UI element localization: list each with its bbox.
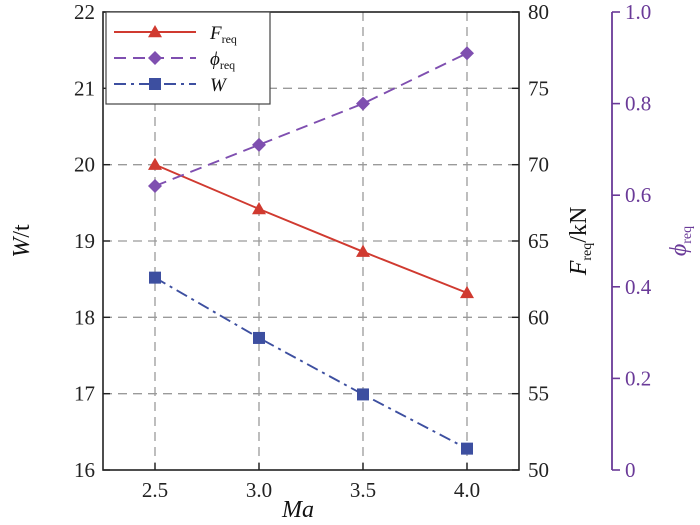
x-axis-title: Ma [281,497,314,523]
right2-tick-label-1: 0.2 [625,366,651,390]
left-tick-label-5: 21 [74,76,95,100]
series-2-point-2 [357,388,369,401]
series-1-point-0 [148,179,162,194]
left-axis-title: W/t [9,224,35,258]
right2-tick-label-0: 0 [625,458,636,482]
series-0-point-2 [356,244,370,257]
legend-box [105,11,271,105]
right-tick-label-2: 60 [528,305,549,329]
right2-tick-label-4: 0.8 [625,92,651,116]
left-tick-label-3: 19 [74,229,95,253]
legend-marker-1 [148,51,162,65]
series-1-point-2 [356,96,370,111]
series-line-0 [154,163,468,294]
right2-tick-label-5: 1.0 [625,0,651,24]
right2-tick-label-3: 0.6 [625,183,651,207]
legend-label-1: ϕreq [210,49,235,72]
series-2-point-1 [253,331,265,344]
right-tick-label-6: 80 [528,0,549,24]
left-tick-label-2: 18 [74,305,95,329]
series-2-point-0 [149,271,161,284]
series-2 [149,271,473,455]
legend-label-0: Freq [209,23,237,46]
x-tick-label-2: 3.5 [350,478,376,502]
series-0 [148,157,474,299]
right-tick-label-3: 65 [528,229,549,253]
right2-tick-label-2: 0.4 [625,275,652,299]
right-axis-title: Freq/kN [566,207,595,277]
legend-marker-2 [149,78,161,90]
right2-axis-title: ϕreq [666,226,695,256]
x-tick-label-0: 2.5 [142,478,168,502]
x-tick-label-3: 4.0 [454,478,480,502]
left-tick-label-0: 16 [74,458,95,482]
x-tick-label-1: 3.0 [246,478,272,502]
left-tick-label-6: 22 [74,0,95,24]
right-tick-label-5: 75 [528,76,549,100]
legend-marker-0 [148,25,162,38]
right-tick-label-0: 50 [528,458,549,482]
series-1 [148,46,474,194]
legend: Freq ϕreq W [105,11,271,105]
series-layer [148,46,474,455]
series-0-point-0 [148,157,162,170]
series-2-point-3 [461,442,473,455]
series-0-point-3 [460,285,474,299]
ticks-layer: 2.5 3.0 3.5 4.0 16 17 18 19 20 21 22 50 55 60 65 70 75 80… [74,0,652,502]
series-1-point-1 [252,137,266,152]
left-tick-label-1: 17 [74,382,95,406]
series-1-point-3 [460,46,474,61]
right-tick-label-1: 55 [528,382,549,406]
right-tick-label-4: 70 [528,153,549,177]
series-line-2 [154,276,468,450]
left-tick-label-4: 20 [74,153,95,177]
legend-label-2: W [210,75,228,96]
series-0-point-1 [252,201,266,215]
